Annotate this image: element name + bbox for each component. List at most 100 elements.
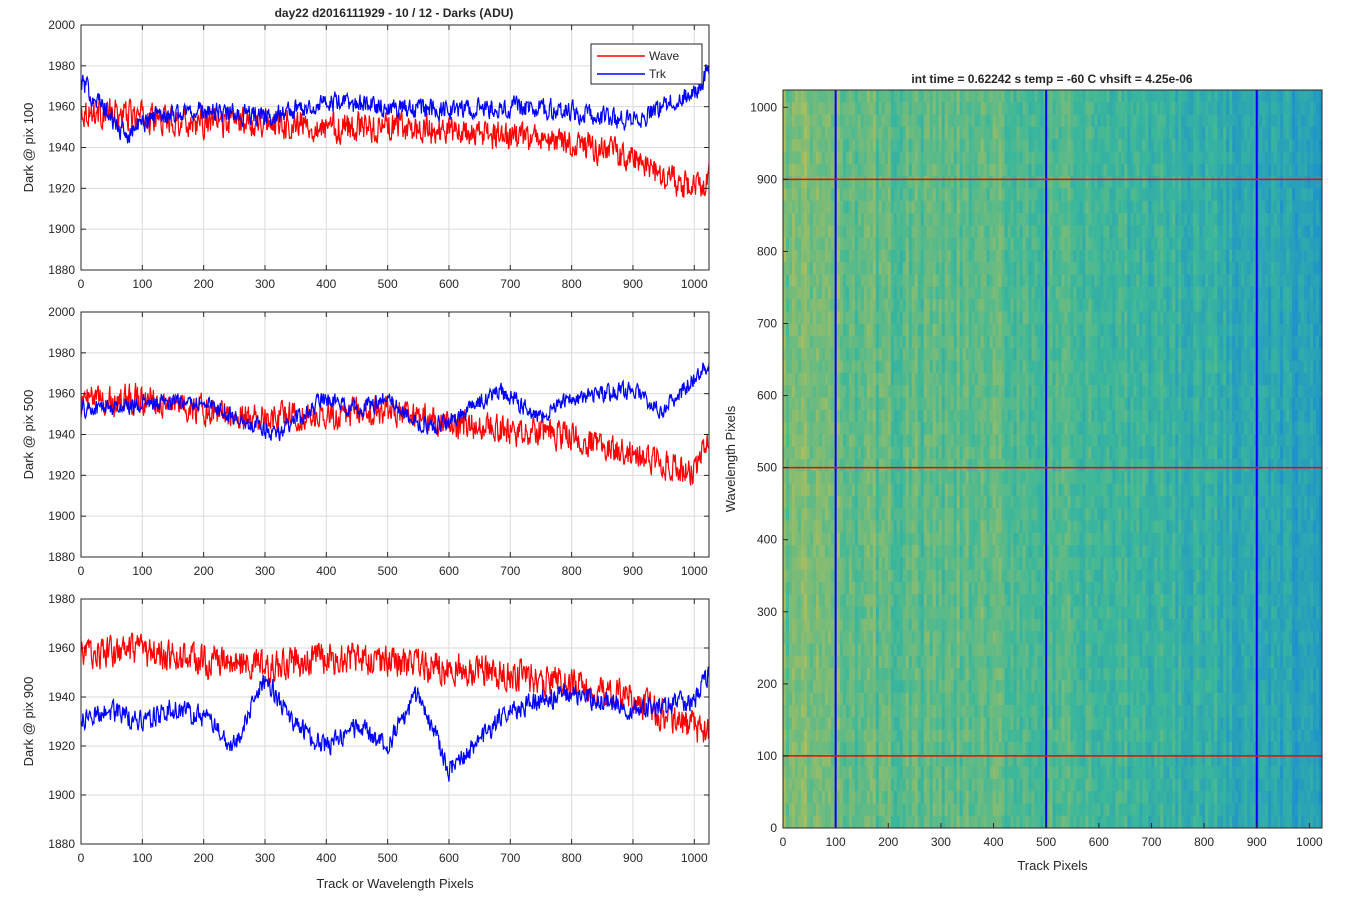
heatmap-cell — [986, 397, 991, 411]
heatmap-cell — [839, 446, 844, 460]
heatmap-cell — [929, 508, 934, 521]
heatmap-cell — [860, 446, 865, 460]
heatmap-cell — [797, 803, 802, 817]
heatmap-cell — [926, 815, 931, 829]
heatmap-cell — [1004, 606, 1008, 620]
heatmap-cell — [935, 323, 940, 337]
heatmap-cell — [1004, 102, 1008, 115]
heatmap-cell — [800, 815, 805, 829]
heatmap-cell — [1004, 286, 1008, 300]
heatmap-cell — [968, 471, 973, 484]
heatmap-cell — [935, 729, 940, 743]
heatmap-cell — [884, 188, 889, 202]
heatmap-cell — [935, 213, 940, 226]
heatmap-cell — [788, 545, 793, 558]
heatmap-cell — [887, 495, 892, 509]
heatmap-cell — [986, 348, 991, 361]
heatmap-cell — [986, 434, 991, 448]
heatmap-cell — [821, 582, 826, 595]
heatmap-cell — [890, 582, 895, 595]
heatmap-cell — [917, 803, 922, 817]
heatmap-cell — [905, 385, 910, 398]
heatmap-cell — [800, 668, 805, 681]
heatmap-cell — [842, 618, 847, 632]
heatmap-cell — [908, 409, 913, 423]
heatmap-cell — [956, 274, 961, 288]
heatmap-cell — [851, 126, 856, 140]
heatmap-cell — [950, 766, 955, 780]
heatmap-cell — [854, 397, 859, 411]
heatmap-cell — [947, 188, 952, 202]
heatmap-cell — [860, 200, 865, 214]
heatmap-cell — [1016, 766, 1020, 780]
heatmap-cell — [998, 520, 1002, 534]
heatmap-cell — [908, 778, 913, 792]
heatmap-cell — [917, 631, 922, 644]
heatmap-cell — [920, 434, 925, 448]
heatmap-cell — [899, 594, 904, 607]
heatmap-cell — [803, 434, 808, 448]
heatmap-cell — [860, 286, 865, 300]
heatmap-cell — [983, 422, 988, 435]
heatmap-cell — [1007, 618, 1011, 632]
heatmap-cell — [887, 508, 892, 521]
heatmap-cell — [830, 803, 835, 817]
heatmap-cell — [899, 286, 904, 300]
heatmap-cell — [1016, 286, 1020, 300]
heatmap-cell — [899, 508, 904, 521]
heatmap-cell — [866, 803, 871, 817]
heatmap-cell — [863, 471, 868, 484]
heatmap-cell — [812, 213, 817, 226]
heatmap-cell — [980, 348, 985, 361]
heatmap-cell — [794, 299, 799, 312]
heatmap-cell — [983, 520, 988, 534]
heatmap-cell — [908, 188, 913, 202]
heatmap-cell — [923, 582, 928, 595]
heatmap-cell — [854, 680, 859, 694]
heatmap-cell — [980, 102, 985, 115]
heatmap-cell — [842, 791, 847, 804]
heatmap-cell — [872, 385, 877, 398]
heatmap-cell — [866, 741, 871, 755]
heatmap-cell — [932, 471, 937, 484]
heatmap-cell — [977, 766, 982, 780]
heatmap-cell — [845, 225, 850, 238]
heatmap-cell — [920, 360, 925, 374]
heatmap-cell — [941, 299, 946, 312]
heatmap-cell — [893, 286, 898, 300]
heatmap-cell — [965, 102, 970, 115]
heatmap-cell — [1007, 557, 1011, 571]
heatmap-cell — [794, 163, 799, 177]
heatmap-cell — [839, 274, 844, 288]
heatmap-cell — [962, 631, 967, 644]
heatmap-cell — [947, 631, 952, 644]
heatmap-cell — [863, 102, 868, 115]
heatmap-cell — [905, 680, 910, 694]
heatmap-cell — [923, 778, 928, 792]
heatmap-cell — [851, 557, 856, 571]
heatmap-cell — [938, 631, 943, 644]
heatmap-cell — [869, 754, 874, 767]
heatmap-cell — [872, 717, 877, 730]
heatmap-cell — [863, 262, 868, 275]
heatmap-cell — [785, 532, 790, 546]
heatmap-cell — [812, 545, 817, 558]
heatmap-cell — [920, 729, 925, 743]
legend-box — [590, 43, 703, 85]
heatmap-cell — [809, 778, 814, 792]
heatmap-cell — [917, 618, 922, 632]
heatmap-cell — [851, 225, 856, 238]
heatmap-cell — [965, 200, 970, 214]
heatmap-cell — [929, 655, 934, 669]
heatmap-cell — [845, 237, 850, 251]
heatmap-cell — [923, 594, 928, 607]
heatmap-cell — [863, 741, 868, 755]
heatmap-cell — [878, 336, 883, 349]
heatmap-cell — [809, 705, 814, 718]
heatmap-cell — [812, 434, 817, 448]
heatmap-cell — [968, 483, 973, 497]
heatmap-cell — [785, 754, 790, 767]
heatmap-cell — [794, 323, 799, 337]
heatmap-cell — [962, 643, 967, 657]
y-tick-label: 1920 — [48, 181, 75, 195]
